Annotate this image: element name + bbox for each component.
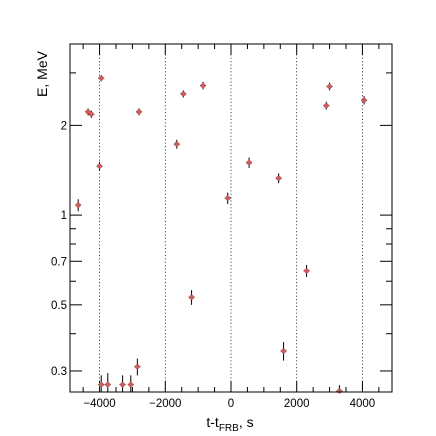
y-tick-label: 1 — [61, 210, 67, 222]
data-point — [323, 103, 329, 109]
y-tick-label: 0.7 — [51, 256, 67, 268]
data-point — [189, 294, 195, 300]
data-point — [88, 111, 94, 117]
axis-ticks — [70, 44, 392, 392]
x-tick-label: −2000 — [149, 398, 181, 410]
data-points — [75, 75, 368, 394]
reference-lines — [99, 44, 363, 392]
x-axis-title-unit: , s — [239, 414, 254, 430]
x-tick-label: 4000 — [350, 398, 376, 410]
data-point — [136, 109, 142, 115]
tick-labels: −4000 −2000 0 2000 4000 0.3 0.5 0.7 1 2 — [51, 120, 375, 410]
data-point — [180, 91, 186, 97]
data-point — [304, 268, 310, 274]
data-point — [361, 97, 367, 103]
data-point — [128, 382, 134, 388]
x-axis-title-main: t-t — [206, 414, 219, 430]
data-point — [281, 348, 287, 354]
data-point — [105, 382, 111, 388]
data-point — [225, 195, 231, 201]
x-tick-label: 0 — [228, 398, 234, 410]
y-tick-label: 0.5 — [51, 300, 67, 312]
x-axis-title: t-tFRB, s — [206, 414, 253, 434]
data-point — [97, 163, 103, 169]
y-axis-title: E, MeV — [34, 50, 50, 97]
data-point — [75, 202, 81, 208]
y-tick-label: 2 — [61, 120, 67, 132]
data-point — [98, 382, 104, 388]
x-axis-title-subscript: FRB — [219, 423, 239, 434]
data-point — [200, 83, 206, 89]
data-point — [174, 141, 180, 147]
data-point — [327, 83, 333, 90]
data-point — [98, 75, 104, 81]
data-point — [134, 364, 140, 370]
plot-frame — [69, 43, 393, 393]
x-tick-label: −4000 — [83, 398, 115, 410]
data-point — [120, 382, 126, 388]
data-point — [336, 388, 342, 394]
x-tick-label: 2000 — [284, 398, 310, 410]
data-point — [246, 160, 252, 166]
y-tick-label: 0.3 — [51, 366, 67, 378]
data-point — [276, 175, 282, 181]
